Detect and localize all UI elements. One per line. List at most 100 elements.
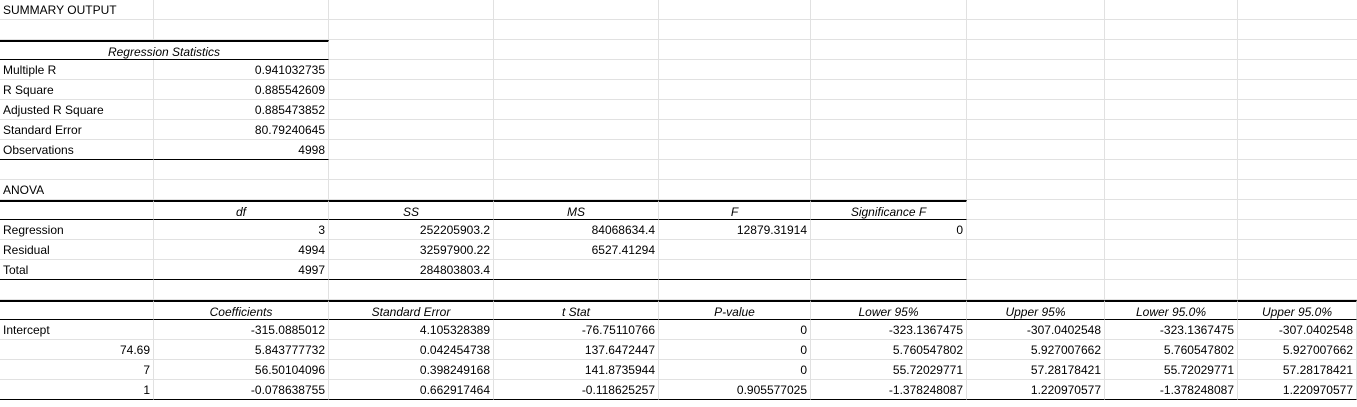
sheet-cell[interactable]	[811, 100, 967, 120]
sheet-cell[interactable]: Observations	[0, 140, 154, 160]
sheet-cell[interactable]: Standard Error	[0, 120, 154, 140]
sheet-cell[interactable]	[494, 80, 659, 100]
sheet-cell[interactable]	[329, 180, 494, 200]
sheet-cell[interactable]: 5.843777732	[154, 340, 329, 360]
sheet-cell[interactable]	[1238, 260, 1357, 280]
sheet-cell[interactable]	[154, 160, 329, 180]
sheet-cell[interactable]	[494, 60, 659, 80]
sheet-cell[interactable]	[1238, 180, 1357, 200]
sheet-cell[interactable]	[1105, 120, 1238, 140]
sheet-cell[interactable]	[494, 260, 659, 280]
sheet-cell[interactable]: -307.0402548	[1238, 320, 1357, 340]
sheet-cell[interactable]	[811, 120, 967, 140]
sheet-cell[interactable]: 12879.31914	[659, 220, 811, 240]
sheet-cell[interactable]	[1105, 160, 1238, 180]
sheet-cell[interactable]	[811, 80, 967, 100]
sheet-cell[interactable]	[659, 60, 811, 80]
sheet-cell[interactable]	[1238, 160, 1357, 180]
sheet-cell[interactable]	[1238, 80, 1357, 100]
sheet-cell[interactable]: -0.078638755	[154, 380, 329, 400]
sheet-cell[interactable]	[967, 160, 1105, 180]
sheet-cell[interactable]: 7	[0, 360, 154, 380]
sheet-cell[interactable]: -323.1367475	[1105, 320, 1238, 340]
sheet-cell[interactable]: R Square	[0, 80, 154, 100]
sheet-cell[interactable]	[494, 160, 659, 180]
sheet-cell[interactable]: -315.0885012	[154, 320, 329, 340]
sheet-cell[interactable]	[967, 180, 1105, 200]
sheet-cell[interactable]: Coefficients	[154, 300, 329, 320]
sheet-cell[interactable]	[1238, 60, 1357, 80]
sheet-cell[interactable]: df	[154, 200, 329, 220]
sheet-cell[interactable]	[1105, 180, 1238, 200]
sheet-cell[interactable]: 0.885473852	[154, 100, 329, 120]
sheet-cell[interactable]	[0, 160, 154, 180]
sheet-cell[interactable]: 141.8735944	[494, 360, 659, 380]
sheet-cell[interactable]: 0.905577025	[659, 380, 811, 400]
sheet-cell[interactable]	[967, 100, 1105, 120]
sheet-cell[interactable]	[967, 220, 1105, 240]
sheet-cell[interactable]: 55.72029771	[811, 360, 967, 380]
sheet-cell[interactable]	[154, 180, 329, 200]
sheet-cell[interactable]: 0	[659, 360, 811, 380]
sheet-cell[interactable]	[1105, 140, 1238, 160]
sheet-cell[interactable]: Intercept	[0, 320, 154, 340]
sheet-cell[interactable]	[967, 20, 1105, 40]
sheet-cell[interactable]	[329, 40, 494, 60]
sheet-cell[interactable]	[659, 160, 811, 180]
sheet-cell[interactable]	[154, 20, 329, 40]
sheet-cell[interactable]: Total	[0, 260, 154, 280]
sheet-cell[interactable]	[811, 40, 967, 60]
sheet-cell[interactable]: t Stat	[494, 300, 659, 320]
sheet-cell[interactable]: 84068634.4	[494, 220, 659, 240]
sheet-cell[interactable]	[1105, 60, 1238, 80]
sheet-cell[interactable]	[1238, 280, 1357, 300]
sheet-cell[interactable]: SS	[329, 200, 494, 220]
sheet-cell[interactable]	[494, 100, 659, 120]
sheet-cell[interactable]	[1105, 220, 1238, 240]
sheet-cell[interactable]	[659, 240, 811, 260]
sheet-cell[interactable]	[967, 60, 1105, 80]
sheet-cell[interactable]	[811, 160, 967, 180]
sheet-cell[interactable]: 4.105328389	[329, 320, 494, 340]
sheet-cell[interactable]: Regression	[0, 220, 154, 240]
sheet-cell[interactable]: Regression Statistics	[0, 40, 329, 60]
sheet-cell[interactable]	[811, 240, 967, 260]
sheet-cell[interactable]: 6527.41294	[494, 240, 659, 260]
sheet-cell[interactable]	[1105, 280, 1238, 300]
sheet-cell[interactable]	[154, 280, 329, 300]
sheet-cell[interactable]: 55.72029771	[1105, 360, 1238, 380]
sheet-cell[interactable]	[329, 80, 494, 100]
sheet-cell[interactable]: 5.927007662	[1238, 340, 1357, 360]
sheet-cell[interactable]	[494, 280, 659, 300]
sheet-cell[interactable]: 57.28178421	[967, 360, 1105, 380]
sheet-cell[interactable]	[967, 40, 1105, 60]
sheet-cell[interactable]	[1105, 80, 1238, 100]
sheet-cell[interactable]: 137.6472447	[494, 340, 659, 360]
sheet-cell[interactable]	[494, 180, 659, 200]
sheet-cell[interactable]: 1	[0, 380, 154, 400]
sheet-cell[interactable]	[494, 40, 659, 60]
sheet-cell[interactable]: 284803803.4	[329, 260, 494, 280]
sheet-cell[interactable]	[967, 240, 1105, 260]
sheet-cell[interactable]	[967, 140, 1105, 160]
sheet-cell[interactable]	[811, 60, 967, 80]
sheet-cell[interactable]: 74.69	[0, 340, 154, 360]
sheet-cell[interactable]	[0, 20, 154, 40]
sheet-cell[interactable]	[1105, 0, 1238, 20]
sheet-cell[interactable]: 1.220970577	[1238, 380, 1357, 400]
sheet-cell[interactable]: 0.398249168	[329, 360, 494, 380]
sheet-cell[interactable]	[154, 0, 329, 20]
sheet-cell[interactable]: Adjusted R Square	[0, 100, 154, 120]
sheet-cell[interactable]	[811, 180, 967, 200]
sheet-cell[interactable]: Lower 95%	[811, 300, 967, 320]
sheet-cell[interactable]: 5.927007662	[967, 340, 1105, 360]
sheet-cell[interactable]	[1238, 0, 1357, 20]
sheet-cell[interactable]	[329, 120, 494, 140]
sheet-cell[interactable]	[1238, 20, 1357, 40]
sheet-cell[interactable]	[1238, 240, 1357, 260]
sheet-cell[interactable]	[967, 80, 1105, 100]
sheet-cell[interactable]: -1.378248087	[811, 380, 967, 400]
sheet-cell[interactable]	[1238, 200, 1357, 220]
sheet-cell[interactable]: Multiple R	[0, 60, 154, 80]
sheet-cell[interactable]	[1238, 220, 1357, 240]
